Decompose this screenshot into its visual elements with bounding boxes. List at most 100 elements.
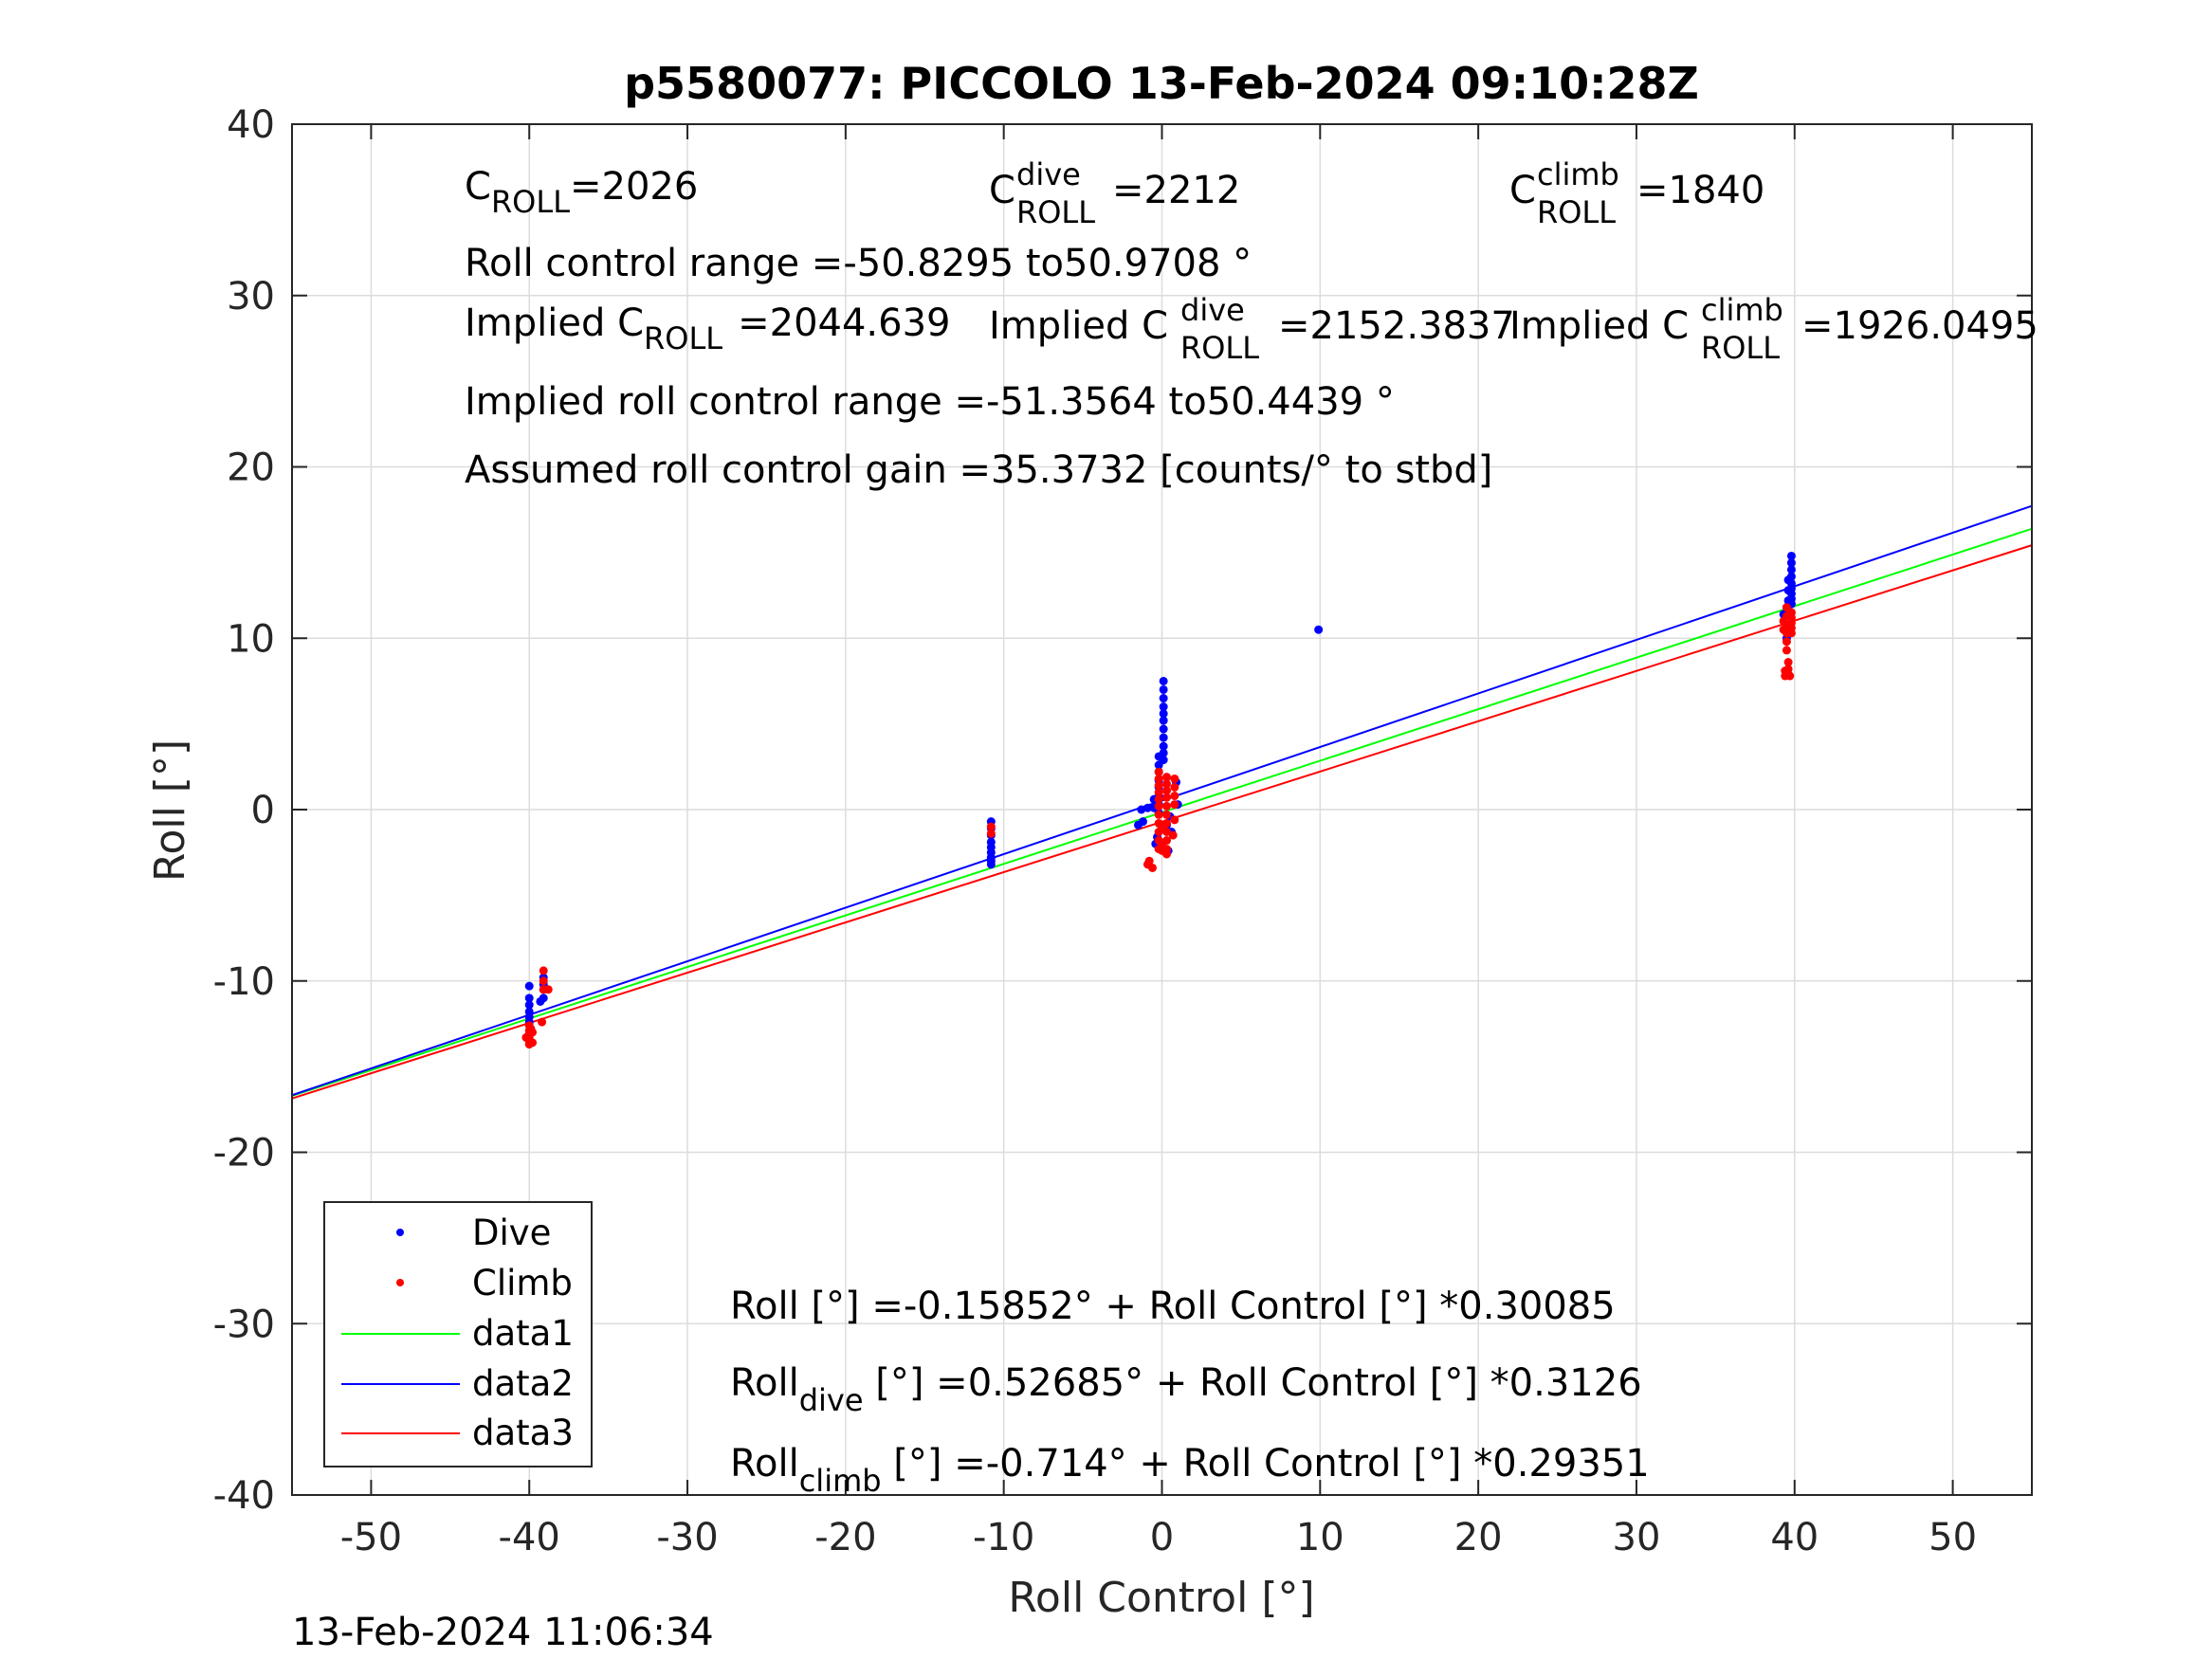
x-tick-label: 40 <box>1770 1516 1819 1559</box>
x-tick-label: 50 <box>1929 1516 1977 1559</box>
climb-point <box>521 1032 531 1042</box>
c-roll-dive-value: =2212 <box>1112 169 1240 212</box>
climb-point <box>528 1038 538 1048</box>
climb-point <box>1779 625 1788 634</box>
x-tick-label: -50 <box>340 1516 402 1559</box>
dive-point <box>1137 805 1146 814</box>
legend-data3-label: data3 <box>472 1413 574 1453</box>
y-tick-label: -20 <box>213 1132 275 1176</box>
x-tick-label: 0 <box>1150 1516 1174 1559</box>
climb-point <box>1162 773 1172 782</box>
dive-point <box>1159 694 1168 703</box>
climb-point <box>1783 658 1793 667</box>
climb-point <box>1782 637 1791 647</box>
legend-climb-label: Climb <box>472 1263 573 1304</box>
y-tick-label: 0 <box>251 789 275 832</box>
climb-point <box>1154 781 1163 791</box>
climb-point <box>1785 671 1795 681</box>
dive-point <box>1786 558 1796 568</box>
dive-point <box>1783 595 1793 605</box>
dive-point <box>1159 684 1168 694</box>
climb-point <box>1170 815 1179 825</box>
y-axis-label: Roll [°] <box>146 739 194 882</box>
climb-point <box>1162 779 1172 789</box>
legend-dive-label: Dive <box>472 1212 551 1253</box>
dive-point <box>1159 733 1168 742</box>
implied-c-roll-climb-prefix: Implied C <box>1509 304 1689 348</box>
c-roll-dive-annotation: C <box>989 169 1015 212</box>
dive-point <box>1154 760 1163 770</box>
climb-point <box>1154 810 1163 819</box>
climb-point <box>543 985 553 994</box>
dive-point <box>524 981 534 991</box>
dive-point <box>1159 709 1168 719</box>
climb-point <box>1782 646 1791 655</box>
climb-point <box>1158 822 1166 831</box>
climb-point <box>526 1024 536 1033</box>
climb-point <box>1154 788 1163 797</box>
climb-point <box>1154 767 1163 776</box>
x-tick-label: -10 <box>973 1516 1034 1559</box>
dive-point <box>1159 741 1168 751</box>
chart-title: p5580077: PICCOLO 13-Feb-2024 09:10:28Z <box>624 58 1699 109</box>
implied-c-roll-climb-value: =1926.0495 <box>1801 304 2038 348</box>
dive-point <box>1314 625 1324 634</box>
implied-c-roll-dive-prefix: Implied C <box>989 304 1168 348</box>
y-tick-label: 30 <box>227 275 275 319</box>
dive-point <box>1159 702 1168 712</box>
climb-point <box>986 829 996 838</box>
climb-point <box>1154 794 1163 804</box>
implied-c-roll-dive-sub: ROLL <box>1180 330 1259 366</box>
y-tick-label: 20 <box>227 447 275 490</box>
data-points <box>521 551 1796 1049</box>
c-roll-dive-sup: dive <box>1016 156 1081 192</box>
dive-point <box>524 1000 534 1010</box>
c-roll-climb-sup: climb <box>1537 156 1619 192</box>
climb-point <box>1170 792 1179 801</box>
x-tick-label: 30 <box>1613 1516 1661 1559</box>
climb-point <box>1158 839 1166 848</box>
climb-point <box>1168 830 1178 840</box>
dive-point <box>1783 586 1793 595</box>
roll-control-range: Roll control range =-50.8295 to50.9708 ° <box>465 242 1252 285</box>
climb-point <box>1158 846 1166 855</box>
implied-range: Implied roll control range =-51.3564 to5… <box>465 380 1395 424</box>
legend: Dive Climb data1 data2 data3 <box>323 1201 593 1468</box>
dive-point <box>1786 565 1796 574</box>
x-tick-label: -40 <box>499 1516 560 1559</box>
dive-point <box>524 994 534 1003</box>
climb-point <box>1170 783 1179 793</box>
equation-climb: Rollclimb [°] =-0.714° + Roll Control [°… <box>730 1442 1650 1499</box>
axis-ticks: -50 -40 -30 -20 -10 0 10 20 30 40 50 -40 -30 -20 -10 0 1… <box>213 103 2032 1559</box>
climb-point <box>539 966 548 975</box>
dive-point <box>1159 716 1168 725</box>
c-roll-climb-value: =1840 <box>1636 169 1764 212</box>
y-tick-label: -30 <box>213 1303 275 1346</box>
dive-point <box>1783 575 1793 585</box>
climb-point <box>539 976 548 986</box>
climb-point <box>986 822 996 831</box>
dive-point <box>1159 724 1168 734</box>
climb-point <box>1154 774 1163 783</box>
dive-point <box>986 860 996 869</box>
legend-data1-label: data1 <box>472 1313 574 1354</box>
implied-c-roll-climb-sub: ROLL <box>1701 330 1780 366</box>
climb-point <box>1143 860 1152 869</box>
climb-point <box>1162 810 1172 819</box>
x-tick-label: -30 <box>656 1516 718 1559</box>
equation-dive: Rolldive [°] =0.52685° + Roll Control [°… <box>730 1361 1642 1418</box>
footer-timestamp: 13-Feb-2024 11:06:34 <box>292 1611 714 1654</box>
implied-c-roll: Implied CROLL =2044.639 <box>465 301 950 356</box>
climb-point <box>1782 603 1791 612</box>
legend-dive-marker <box>396 1229 404 1236</box>
climb-point <box>1170 774 1179 783</box>
equation-all: Roll [°] =-0.15852° + Roll Control [°] *… <box>730 1285 1616 1328</box>
y-tick-label: 40 <box>227 103 275 147</box>
climb-point <box>538 1017 547 1027</box>
y-tick-label: 10 <box>227 617 275 661</box>
dive-point <box>1159 676 1168 685</box>
legend-data2-label: data2 <box>472 1363 574 1404</box>
implied-c-roll-dive-sup: dive <box>1180 292 1245 328</box>
climb-point <box>1162 786 1172 795</box>
